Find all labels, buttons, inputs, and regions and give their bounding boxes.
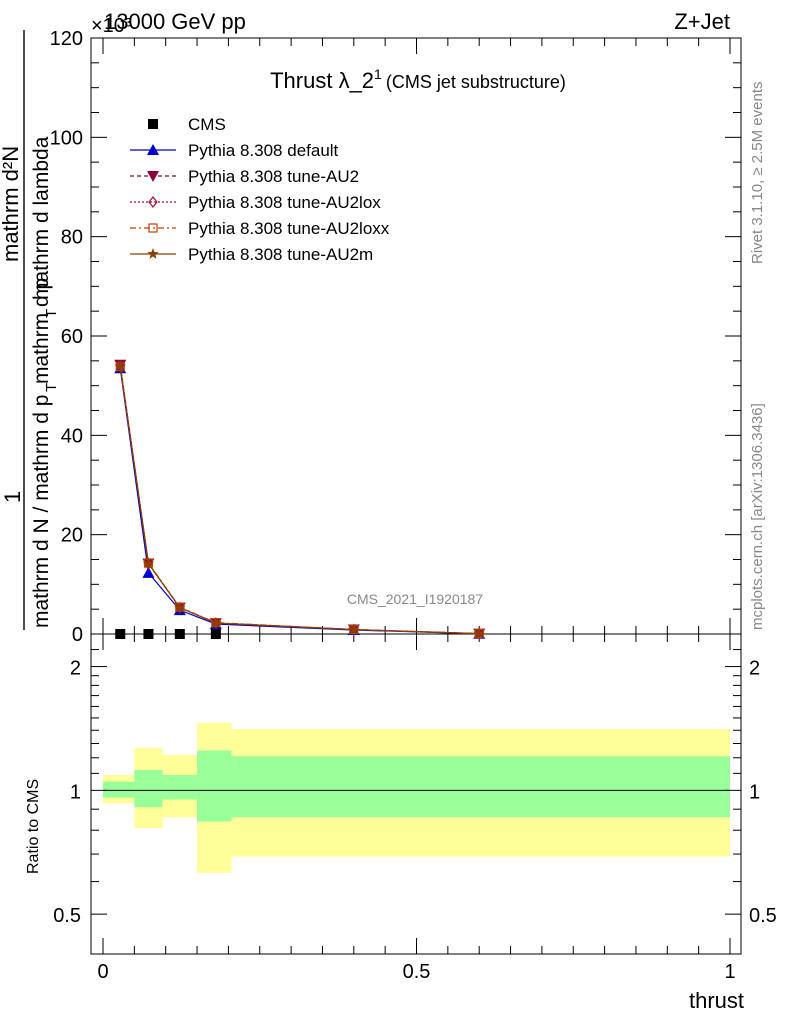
cms-data-points <box>115 629 221 639</box>
series-point <box>114 360 126 372</box>
x-axis-label: thrust <box>689 988 744 1013</box>
cms-point <box>210 629 221 639</box>
xtick-label: 0.5 <box>403 961 431 983</box>
main-ytick-label: 40 <box>61 425 83 447</box>
series-point <box>142 566 155 578</box>
legend-marker <box>148 119 158 129</box>
legend-label: CMS <box>188 115 226 134</box>
x-ticks: 0 0.5 1 <box>97 38 736 983</box>
plot-title: Thrust λ_21 (CMS jet substructure) <box>270 66 566 93</box>
cms-point <box>115 629 126 639</box>
cms-point <box>174 629 185 639</box>
series-point <box>473 627 485 639</box>
legend-marker <box>147 144 159 155</box>
exponent-label: ×10³ <box>91 15 132 37</box>
ylabel-denominator-1: mathrm d N / mathrm d p <box>30 395 53 628</box>
legend-item: Pythia 8.308 tune-AU2loxx <box>130 219 390 238</box>
main-y-ticks: 0 20 40 60 80 100 120 <box>50 28 741 646</box>
ylabel-numerator: mathrm d²N <box>0 146 23 262</box>
series-point <box>174 601 186 613</box>
ratio-ytick-label-right: 0.5 <box>749 905 777 927</box>
xtick-label: 0 <box>97 961 108 983</box>
legend: CMS Pythia 8.308 default Pythia 8.308 tune… <box>130 115 390 264</box>
ratio-ytick-label: 0.5 <box>53 905 81 927</box>
ratio-band-green-0 <box>103 781 135 798</box>
main-ytick-label: 0 <box>72 624 83 646</box>
legend-item: Pythia 8.308 tune-AU2m <box>130 245 373 264</box>
legend-item: Pythia 8.308 default <box>130 141 339 160</box>
ratio-ytick-label-right: 2 <box>749 658 760 680</box>
ratio-ylabel: Ratio to CMS <box>25 779 42 874</box>
ylabel-denominator-3: mathrm d lambda <box>30 136 53 300</box>
legend-item: Pythia 8.308 tune-AU2 <box>130 167 359 186</box>
header-right: Z+Jet <box>674 9 730 34</box>
ratio-band-green-4 <box>231 756 730 818</box>
legend-label: Pythia 8.308 default <box>188 141 339 160</box>
ylabel-prefix: 1 <box>0 491 25 503</box>
ratio-band-green-2 <box>162 774 198 800</box>
legend-marker <box>148 223 158 233</box>
series-point <box>348 623 360 635</box>
ratio-y-ticks: 0.5 0.5 1 1 2 2 <box>53 649 777 927</box>
series-point <box>142 557 155 569</box>
analysis-id: CMS_2021_I1920187 <box>347 591 483 607</box>
side-rivet: Rivet 3.1.10, ≥ 2.5M events <box>749 82 766 265</box>
ratio-band-green-3 <box>197 750 232 822</box>
main-ytick-label: 100 <box>50 127 83 149</box>
legend-label: Pythia 8.308 tune-AU2loxx <box>188 219 390 238</box>
ratio-ytick-label: 2 <box>70 658 81 680</box>
plot-title-sup: 1 <box>374 66 382 82</box>
ylabel-denominator-2: mathrm d p <box>30 278 53 384</box>
main-ytick-label: 80 <box>61 227 83 249</box>
legend-item: Pythia 8.308 tune-AU2lox <box>130 193 381 212</box>
ratio-band-green-1 <box>134 770 163 808</box>
ratio-bands <box>103 722 730 873</box>
series-5 <box>114 360 485 639</box>
cms-point <box>143 629 154 639</box>
main-ytick-label: 60 <box>61 326 83 348</box>
ylabel-subscript-T: T <box>43 383 60 392</box>
main-ylabel: 1 mathrm d²N mathrm d N / mathrm d p T m… <box>0 30 60 630</box>
side-mcplots: mcplots.cern.ch [arXiv:1306.3436] <box>749 403 766 630</box>
legend-label: Pythia 8.308 tune-AU2 <box>188 167 359 186</box>
legend-marker <box>147 248 159 259</box>
main-ytick-label: 120 <box>50 28 83 50</box>
header-left: 13000 GeV pp <box>104 9 246 34</box>
legend-marker <box>148 196 158 208</box>
legend-marker <box>147 171 159 182</box>
ratio-ytick-label: 1 <box>70 781 81 803</box>
plot-title-sub: (CMS jet substructure) <box>386 72 566 92</box>
xtick-label: 1 <box>724 961 735 983</box>
main-ytick-label: 20 <box>61 525 83 547</box>
series-layer <box>114 359 486 640</box>
legend-label: Pythia 8.308 tune-AU2lox <box>188 193 381 212</box>
series-point <box>210 617 222 628</box>
series-line <box>119 366 480 635</box>
plot-title-main: Thrust λ_2 <box>270 68 374 93</box>
ylabel-subscript-T2: T <box>43 309 60 318</box>
legend-label: Pythia 8.308 tune-AU2m <box>188 245 373 264</box>
legend-item: CMS <box>148 115 226 134</box>
ratio-ytick-label-right: 1 <box>749 781 760 803</box>
